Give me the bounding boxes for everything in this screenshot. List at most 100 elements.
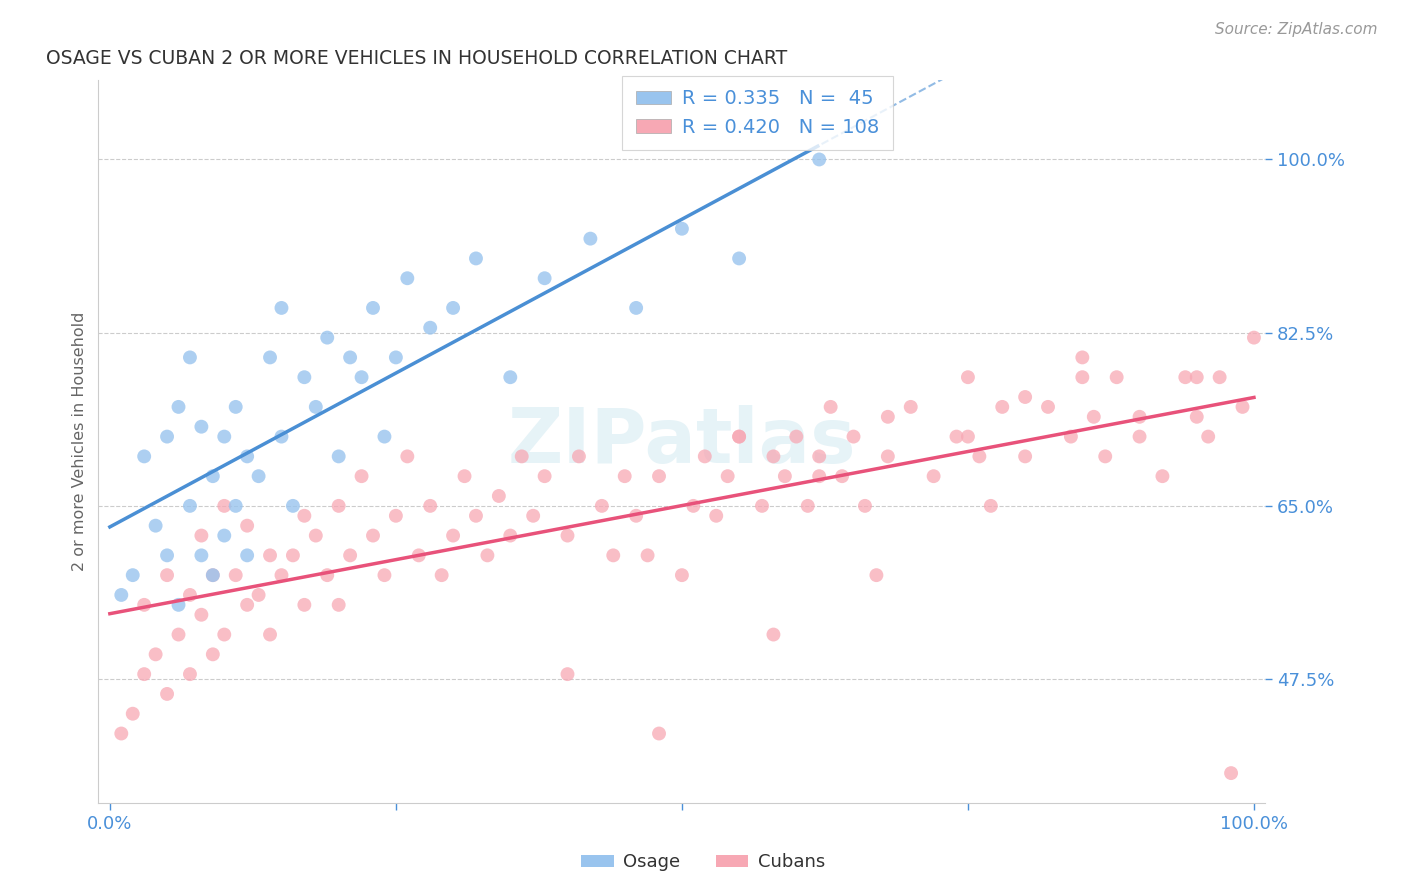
Point <box>179 499 201 513</box>
Point <box>167 598 190 612</box>
Point <box>270 568 292 582</box>
Point <box>396 450 419 464</box>
Point <box>579 232 602 246</box>
Point <box>1152 469 1174 483</box>
Point <box>385 351 408 365</box>
Point <box>820 400 842 414</box>
Point <box>1243 330 1265 344</box>
Point <box>956 370 979 384</box>
Point <box>488 489 510 503</box>
Point <box>1185 409 1208 424</box>
Legend: R = 0.335   N =  45, R = 0.420   N = 108: R = 0.335 N = 45, R = 0.420 N = 108 <box>623 76 893 151</box>
Point <box>1083 409 1105 424</box>
Point <box>453 469 475 483</box>
Point <box>339 549 361 563</box>
Point <box>648 469 671 483</box>
Point <box>728 429 751 443</box>
Point <box>328 499 350 513</box>
Point <box>842 429 865 443</box>
Point <box>808 153 831 167</box>
Point <box>214 499 236 513</box>
Point <box>145 518 167 533</box>
Point <box>900 400 922 414</box>
Point <box>316 330 339 344</box>
Point <box>156 549 179 563</box>
Point <box>270 301 292 315</box>
Point <box>396 271 419 285</box>
Point <box>853 499 876 513</box>
Point <box>236 549 259 563</box>
Point <box>557 528 579 542</box>
Point <box>190 607 212 622</box>
Point <box>751 499 773 513</box>
Point <box>1060 429 1083 443</box>
Text: OSAGE VS CUBAN 2 OR MORE VEHICLES IN HOUSEHOLD CORRELATION CHART: OSAGE VS CUBAN 2 OR MORE VEHICLES IN HOU… <box>46 48 787 68</box>
Point <box>328 598 350 612</box>
Point <box>797 499 820 513</box>
Point <box>671 568 693 582</box>
Point <box>201 648 224 662</box>
Point <box>236 450 259 464</box>
Point <box>922 469 945 483</box>
Point <box>637 549 659 563</box>
Point <box>292 598 315 612</box>
Point <box>236 518 259 533</box>
Point <box>1014 450 1036 464</box>
Point <box>167 627 190 641</box>
Point <box>259 549 281 563</box>
Point <box>281 499 304 513</box>
Point <box>350 469 373 483</box>
Point <box>214 627 236 641</box>
Point <box>305 528 328 542</box>
Point <box>613 469 636 483</box>
Point <box>808 469 831 483</box>
Point <box>717 469 740 483</box>
Point <box>201 568 224 582</box>
Point <box>1208 370 1230 384</box>
Point <box>373 429 395 443</box>
Point <box>373 568 395 582</box>
Point <box>1036 400 1059 414</box>
Point <box>1071 370 1094 384</box>
Point <box>1220 766 1243 780</box>
Point <box>145 648 167 662</box>
Point <box>1094 450 1116 464</box>
Point <box>704 508 727 523</box>
Point <box>236 598 259 612</box>
Point <box>865 568 887 582</box>
Point <box>121 706 143 721</box>
Point <box>728 252 751 266</box>
Point <box>110 588 132 602</box>
Point <box>465 508 488 523</box>
Point <box>190 419 212 434</box>
Point <box>591 499 613 513</box>
Point <box>201 568 224 582</box>
Point <box>281 549 304 563</box>
Point <box>499 370 522 384</box>
Point <box>214 528 236 542</box>
Point <box>1128 429 1150 443</box>
Point <box>1128 409 1150 424</box>
Point <box>648 726 671 740</box>
Point <box>762 450 785 464</box>
Point <box>190 549 212 563</box>
Point <box>1105 370 1128 384</box>
Point <box>441 301 464 315</box>
Point <box>465 252 488 266</box>
Point <box>533 469 555 483</box>
Point <box>1174 370 1197 384</box>
Point <box>419 320 441 334</box>
Point <box>225 499 247 513</box>
Point <box>568 450 591 464</box>
Point <box>350 370 373 384</box>
Point <box>980 499 1002 513</box>
Point <box>808 450 831 464</box>
Point <box>408 549 430 563</box>
Point <box>201 469 224 483</box>
Point <box>247 588 270 602</box>
Point <box>328 450 350 464</box>
Point <box>292 370 315 384</box>
Point <box>499 528 522 542</box>
Point <box>167 400 190 414</box>
Point <box>682 499 704 513</box>
